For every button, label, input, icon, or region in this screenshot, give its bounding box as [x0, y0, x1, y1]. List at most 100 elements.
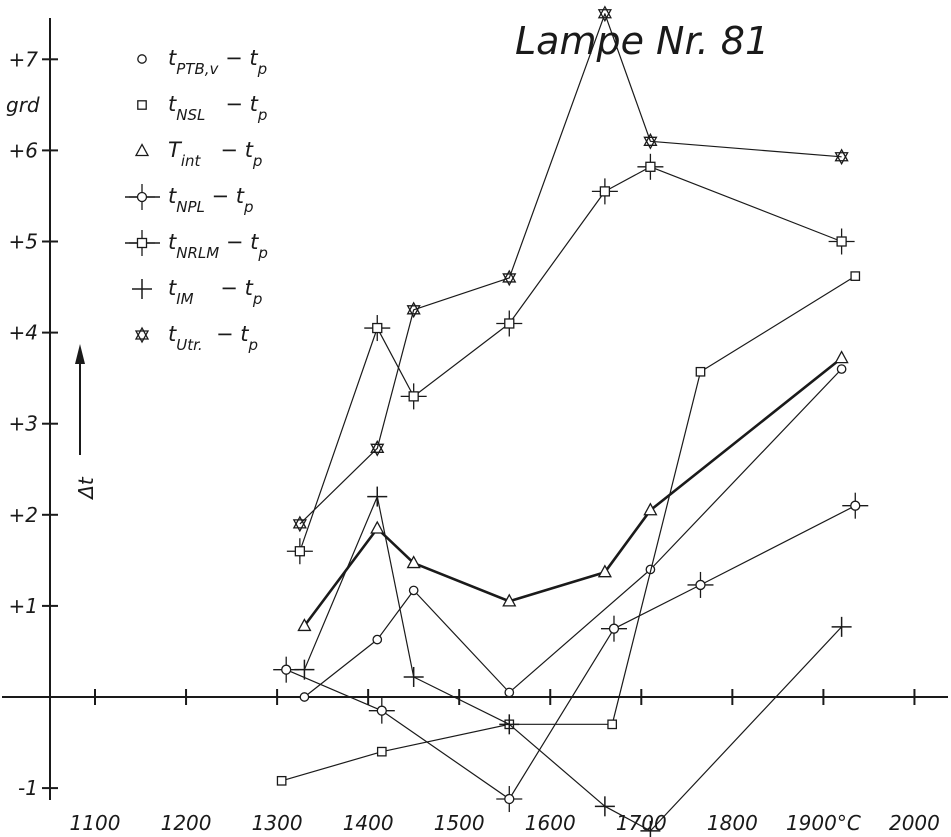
- square-marker: [137, 100, 147, 110]
- data-point: [597, 564, 612, 578]
- data-point: [129, 184, 155, 210]
- series: [276, 271, 861, 786]
- legend-entry: Tint − tp: [134, 138, 262, 170]
- legend-symbol: [125, 230, 160, 256]
- triangle-marker: [134, 143, 150, 157]
- data-point: [496, 786, 523, 813]
- legend-entry: tNSL − tp: [137, 92, 267, 124]
- square-marker: [372, 322, 383, 334]
- legend-symbol: [137, 100, 147, 110]
- data-point: [376, 746, 387, 757]
- square-marker: [836, 236, 847, 247]
- x-tick-label: 1100: [70, 811, 121, 835]
- data-point: [637, 153, 664, 180]
- data-point: [408, 585, 419, 596]
- data-point: [276, 775, 287, 786]
- data-point: [406, 301, 421, 319]
- circle-marker: [695, 579, 706, 591]
- star-up: [643, 132, 658, 146]
- square-marker: [408, 391, 419, 402]
- data-point: [828, 228, 855, 255]
- data-point: [137, 54, 147, 64]
- y-unit-label: grd: [6, 93, 40, 117]
- series: [292, 5, 849, 533]
- data-point: [850, 271, 861, 281]
- data-point: [406, 555, 421, 569]
- square-marker: [376, 746, 387, 757]
- square-marker: [136, 237, 148, 249]
- y-axis-label-text: Δt: [74, 476, 98, 501]
- data-point: [294, 659, 315, 680]
- star-up: [597, 5, 612, 19]
- legend: tPTB,v − tp tNSL − tp Tint − tp tNPL − tp tN…: [125, 46, 268, 354]
- legend-label: tNPL − tp: [168, 184, 254, 216]
- star-up: [406, 301, 421, 315]
- legend-entry: tPTB,v − tp: [137, 46, 267, 78]
- circle-marker: [504, 687, 515, 698]
- data-point: [299, 692, 310, 702]
- y-tick-label: +1: [9, 594, 38, 618]
- triangle-marker: [597, 564, 612, 578]
- square-marker: [276, 775, 287, 786]
- y-tick-label: +5: [9, 230, 38, 254]
- star-down: [370, 443, 385, 457]
- data-point: [364, 315, 391, 342]
- legend-symbol: [132, 279, 152, 299]
- circle-marker: [137, 54, 147, 64]
- legend-symbol: [137, 54, 147, 64]
- data-point: [297, 618, 312, 632]
- circle-marker: [608, 623, 620, 634]
- x-tick-label: 2000: [889, 811, 940, 835]
- x-tick-label: 1800: [707, 811, 758, 835]
- triangle-marker: [643, 502, 658, 516]
- data-point: [834, 148, 849, 166]
- star-down: [597, 9, 612, 23]
- legend-label: tPTB,v − tp: [168, 46, 267, 78]
- circle-marker: [836, 364, 847, 374]
- circle-marker: [299, 692, 310, 702]
- data-point: [640, 820, 661, 837]
- series-line: [281, 275, 856, 782]
- data-point: [372, 634, 383, 645]
- data-point: [842, 492, 869, 519]
- series-layer: [273, 5, 869, 837]
- data-point: [496, 310, 523, 337]
- legend-label: tNSL − tp: [168, 92, 267, 124]
- legend-label: tUtr. − tp: [168, 322, 258, 354]
- data-point: [499, 714, 520, 735]
- star-down: [134, 330, 150, 344]
- data-point: [134, 326, 150, 344]
- triangle-marker: [406, 555, 421, 569]
- legend-symbol: [125, 184, 160, 210]
- y-tick-label: -1: [18, 776, 38, 800]
- circle-marker: [850, 500, 861, 511]
- series-line: [299, 166, 842, 552]
- star-up: [834, 148, 849, 162]
- star-down: [292, 519, 307, 533]
- x-tick-label: 1600: [525, 811, 576, 835]
- data-point: [368, 697, 395, 724]
- star-up: [370, 439, 385, 453]
- star-up: [134, 326, 150, 340]
- triangle-marker: [834, 350, 849, 364]
- data-point: [695, 366, 706, 377]
- data-point: [137, 100, 147, 110]
- data-point: [643, 502, 658, 516]
- y-tick-label: +6: [9, 138, 38, 162]
- data-point: [831, 616, 852, 637]
- data-point: [836, 364, 847, 374]
- series-line: [304, 368, 843, 698]
- star-down: [406, 305, 421, 319]
- x-tick-label: 1900°C: [786, 811, 861, 835]
- square-marker: [645, 161, 656, 172]
- axes: 1100 1200 1300 1400 1500 1600 1700 1800 1900°C 20…: [2, 18, 948, 835]
- legend-symbol: [134, 326, 150, 344]
- star-down: [502, 273, 517, 287]
- series: [294, 486, 852, 837]
- data-point: [643, 132, 658, 150]
- data-point: [129, 230, 155, 256]
- y-axis-label: Δt: [74, 344, 98, 501]
- circle-marker: [372, 634, 383, 645]
- star-down: [643, 136, 658, 150]
